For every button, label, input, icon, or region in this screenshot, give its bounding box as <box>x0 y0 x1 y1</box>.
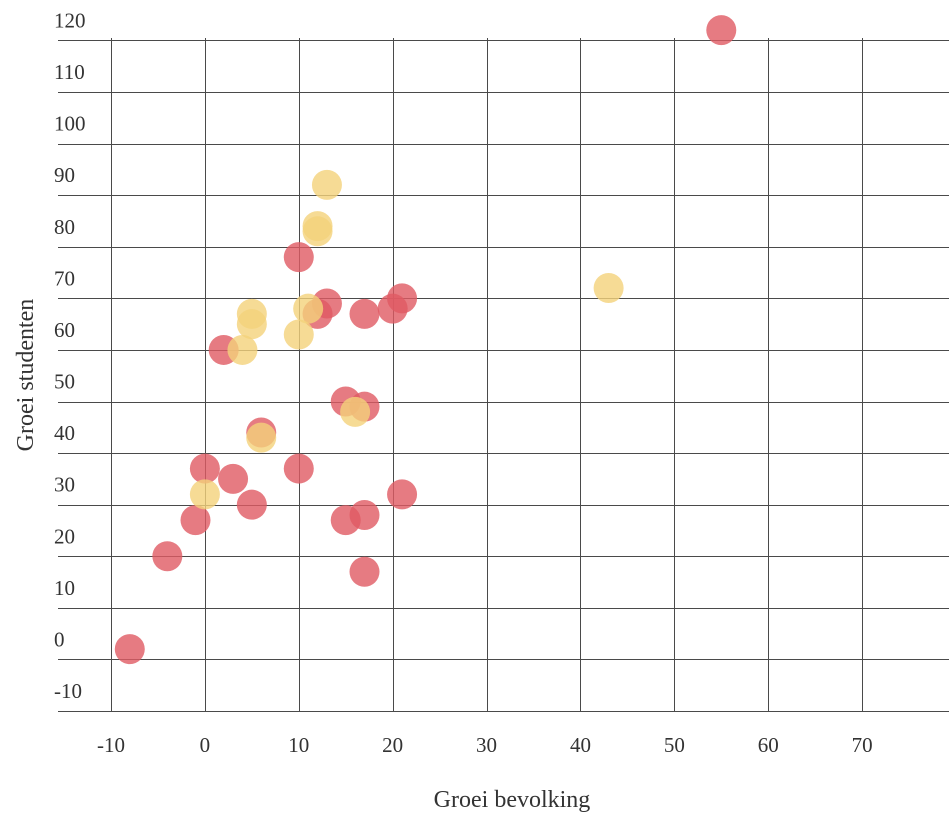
x-tick-label: 0 <box>200 733 211 757</box>
y-tick-label: -10 <box>54 679 82 703</box>
data-point <box>706 15 737 46</box>
y-tick-label: 30 <box>54 473 75 497</box>
x-tick-label: 10 <box>288 733 309 757</box>
data-point <box>293 293 324 324</box>
data-point <box>189 479 220 510</box>
y-tick-label: 120 <box>54 8 86 32</box>
y-tick-label: 110 <box>54 60 85 84</box>
y-tick-label: 80 <box>54 215 75 239</box>
data-point <box>340 396 371 427</box>
data-point <box>593 273 624 304</box>
data-points <box>114 15 737 665</box>
data-point <box>302 216 333 247</box>
data-point <box>377 293 408 324</box>
x-tick-label: 60 <box>758 733 779 757</box>
y-tick-label: 50 <box>54 370 75 394</box>
y-tick-label: 70 <box>54 266 75 290</box>
data-point <box>349 298 380 329</box>
data-point <box>227 334 258 365</box>
data-point <box>218 463 249 494</box>
data-point <box>189 453 220 484</box>
data-point <box>114 634 145 665</box>
data-point <box>236 309 267 340</box>
data-point <box>283 242 314 273</box>
data-point <box>283 319 314 350</box>
x-tick-label: 70 <box>852 733 873 757</box>
data-point <box>152 541 183 572</box>
grid-lines <box>58 38 949 712</box>
x-tick-label: 50 <box>664 733 685 757</box>
x-tick-label: -10 <box>97 733 125 757</box>
y-tick-label: 100 <box>54 112 86 136</box>
y-tick-label: 60 <box>54 318 75 342</box>
data-point <box>180 505 211 536</box>
data-point <box>387 479 418 510</box>
data-point <box>246 422 277 453</box>
x-tick-label: 30 <box>476 733 497 757</box>
y-tick-label: 20 <box>54 524 75 548</box>
x-tick-label: 20 <box>382 733 403 757</box>
y-tick-label: 10 <box>54 576 75 600</box>
data-point <box>236 489 267 520</box>
y-tick-label: 90 <box>54 163 75 187</box>
data-point <box>330 505 361 536</box>
data-point <box>349 556 380 587</box>
x-axis-title: Groei bevolking <box>434 787 591 813</box>
data-point <box>311 169 342 200</box>
data-point <box>283 453 314 484</box>
x-axis-tick-labels: -10 0 10 20 30 40 50 60 70 <box>97 733 873 757</box>
y-axis-title: Groei studenten <box>13 299 39 452</box>
y-axis-tick-labels: -10 0 10 20 30 40 50 60 70 80 90 100 110 120 <box>54 8 86 703</box>
y-tick-label: 40 <box>54 421 75 445</box>
x-tick-label: 40 <box>570 733 591 757</box>
y-tick-label: 0 <box>54 627 65 651</box>
